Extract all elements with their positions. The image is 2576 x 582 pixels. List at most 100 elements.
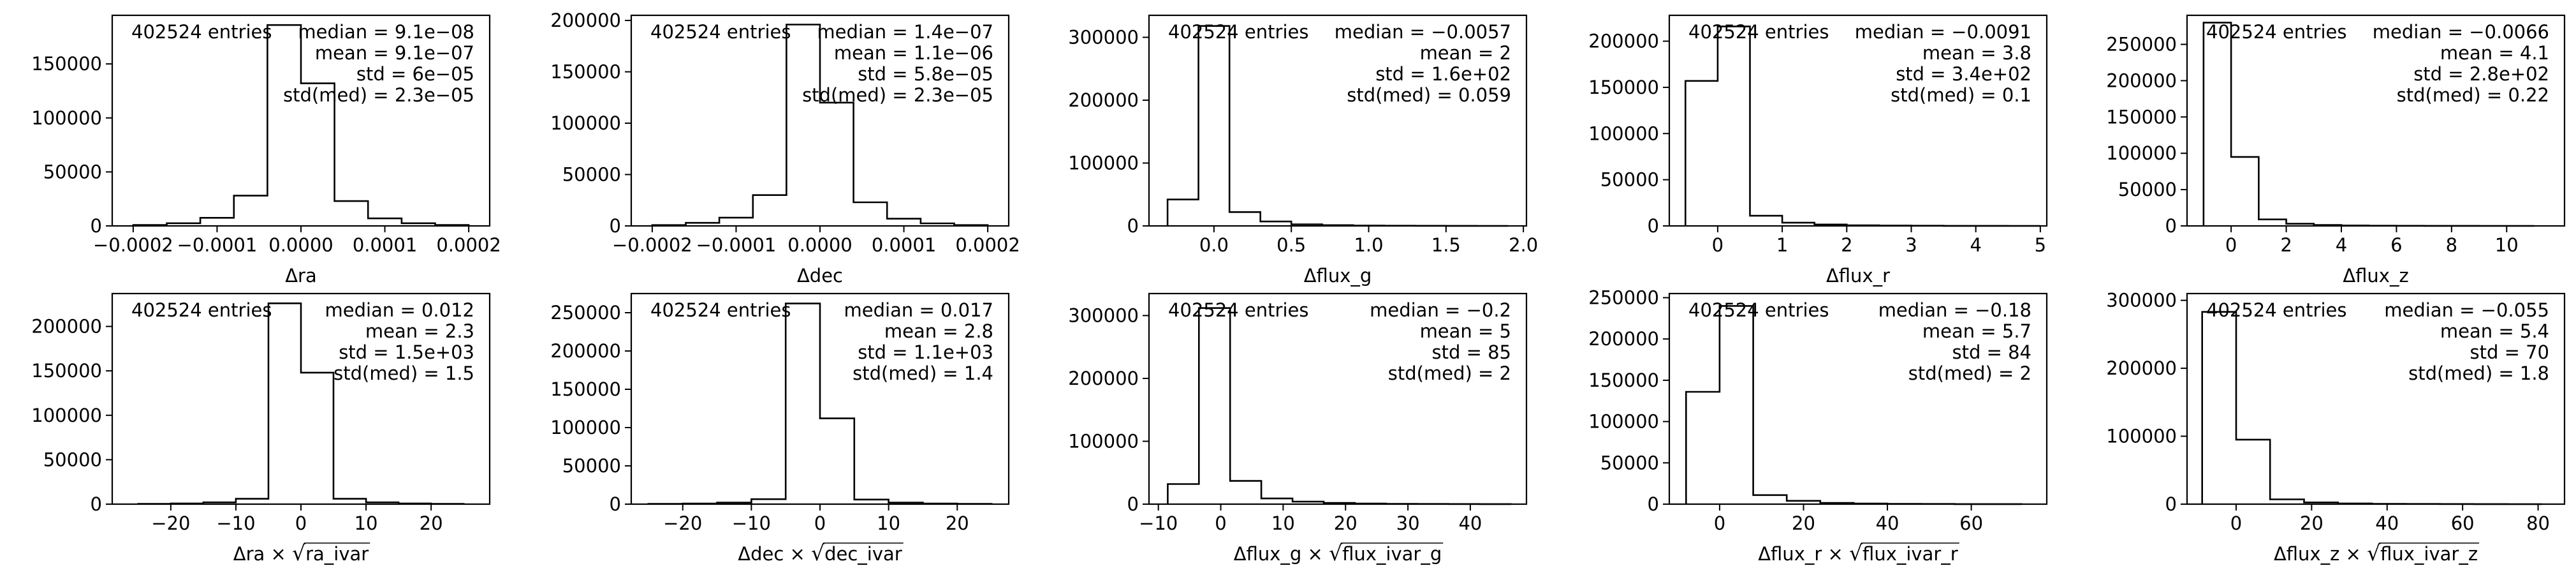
stats-annotation-line: median = −0.055	[2384, 299, 2549, 321]
y-tick-label: 50000	[562, 455, 621, 477]
x-tick-label: 0	[2225, 234, 2237, 256]
histogram-panel-4: 0 1 2 3 4 5 0 50000 100000 150000 200000 Δflux_r 402…	[1588, 14, 2048, 287]
y-tick-label: 250000	[1588, 287, 1659, 308]
x-tick-label: −0.0001	[177, 234, 258, 256]
stats-annotation-line: mean = 9.1e−07	[315, 42, 474, 64]
histogram-panel-2: −0.0002 −0.0001 0.0000 0.0001 0.0002 0 50000 10…	[550, 10, 1020, 287]
entries-annotation: 402524 entries	[2206, 299, 2346, 321]
x-tick-label: 10	[1271, 512, 1295, 534]
x-tick-label: 20	[420, 512, 443, 534]
stats-annotation-line: std = 3.4e+02	[1896, 63, 2031, 85]
stats-annotation-line: mean = 5.7	[1922, 320, 2031, 342]
histogram-bar	[820, 419, 854, 504]
stats-annotation-line: std = 5.8e−05	[858, 63, 993, 85]
histogram-bar	[1753, 495, 1787, 504]
histogram-bar	[786, 24, 820, 226]
x-tick-label: 20	[1334, 512, 1358, 534]
axes-frame	[1148, 292, 1528, 505]
x-tick-label: 4	[2336, 234, 2347, 256]
x-tick-label: 6	[2390, 234, 2402, 256]
y-tick-label: 0	[91, 493, 102, 515]
stats-annotation-line: std(med) = 2	[1388, 362, 1511, 384]
stats-annotation-line: median = −0.0091	[1855, 21, 2031, 43]
y-tick-label: 150000	[2106, 106, 2177, 128]
y-tick-label: 300000	[1068, 304, 1139, 326]
x-axis-label: Δra	[285, 265, 317, 287]
x-axis-label: Δflux_r × √flux_ivar_r	[1758, 541, 1958, 565]
x-tick-label: 0.0001	[872, 234, 936, 256]
axes-frame	[1668, 14, 2048, 227]
axes-frame	[2186, 14, 2566, 227]
y-tick-label: 50000	[43, 449, 102, 470]
entries-annotation: 402524 entries	[1168, 299, 1308, 321]
x-tick-label: −20	[151, 512, 190, 534]
x-tick-label: 2	[1841, 234, 1852, 256]
x-tick-label: 0	[1215, 512, 1226, 534]
x-axis-label: Δflux_z × √flux_ivar_z	[2274, 541, 2478, 565]
y-tick-label: 200000	[550, 10, 621, 31]
entries-annotation: 402524 entries	[2206, 21, 2346, 43]
histogram-panel-3: 0.0 0.5 1.0 1.5 2.0 0 100000 200000 300000 Δflux_…	[1068, 14, 1538, 287]
stats-annotation-line: mean = 5.4	[2440, 320, 2549, 342]
x-tick-label: 20	[946, 512, 969, 534]
y-tick-label: 300000	[2106, 290, 2177, 311]
y-tick-label: 50000	[1600, 452, 1659, 474]
y-tick-label: 0	[1127, 215, 1139, 237]
stats-annotation-line: std(med) = 2	[1908, 362, 2031, 384]
y-tick-label: 100000	[1588, 123, 1659, 144]
y-tick-label: 0	[2165, 215, 2177, 237]
y-tick-label: 0	[1127, 493, 1139, 515]
x-tick-label: 3	[1905, 234, 1917, 256]
x-tick-label: −0.0002	[612, 234, 692, 256]
axes-frame	[2186, 292, 2566, 505]
x-tick-label: 0	[1712, 234, 1723, 256]
y-tick-label: 0	[610, 493, 621, 515]
histogram-bar	[234, 196, 268, 226]
y-tick-label: 50000	[562, 164, 621, 186]
histogram-panel-7: −20 −10 0 10 20 0 50000 100000 150000 200000 25000…	[550, 292, 1010, 565]
x-tick-label: 5	[2035, 234, 2046, 256]
stats-annotation-line: median = −0.18	[1878, 299, 2031, 321]
y-tick-label: 100000	[1588, 411, 1659, 433]
histogram-bar	[301, 373, 333, 504]
x-tick-label: 10	[2495, 234, 2519, 256]
y-tick-label: 50000	[43, 161, 102, 183]
x-tick-label: 0	[295, 512, 307, 534]
x-tick-label: 1.5	[1431, 234, 1461, 256]
histogram-bar	[1167, 484, 1199, 504]
x-tick-label: 40	[1876, 512, 1899, 534]
histogram-outline	[132, 24, 470, 226]
x-tick-label: 20	[1792, 512, 1815, 534]
stats-annotation-line: mean = 3.8	[1922, 42, 2031, 64]
histogram-panel-1: −0.0002 −0.0001 0.0000 0.0001 0.0002 0 50000 10…	[31, 14, 501, 287]
stats-annotation-line: std = 84	[1952, 341, 2031, 363]
y-tick-label: 200000	[1588, 328, 1659, 350]
x-axis-label: Δdec	[797, 265, 843, 287]
x-tick-label: 0	[814, 512, 826, 534]
y-tick-label: 0	[91, 215, 102, 237]
histogram-bar	[1261, 498, 1292, 504]
histogram-bar	[1750, 216, 1782, 226]
histogram-bar	[368, 218, 402, 226]
stats-annotation-line: std = 2.8e+02	[2413, 63, 2549, 85]
x-tick-label: 10	[877, 512, 900, 534]
y-tick-label: 150000	[1588, 369, 1659, 391]
y-tick-label: 200000	[1068, 368, 1139, 389]
histogram-bar	[1199, 26, 1230, 226]
x-tick-label: −10	[1139, 512, 1178, 534]
histogram-bar	[200, 218, 234, 226]
y-tick-label: 200000	[2106, 357, 2177, 379]
x-tick-label: 0.0	[1199, 234, 1229, 256]
x-tick-label: 2	[2280, 234, 2292, 256]
x-tick-label: 10	[355, 512, 378, 534]
histogram-bar	[887, 219, 921, 226]
y-tick-label: 100000	[550, 112, 621, 134]
stats-annotation-line: median = −0.0057	[1335, 21, 1511, 43]
histogram-bar	[786, 304, 820, 504]
y-tick-label: 250000	[550, 302, 621, 324]
stats-annotation-line: std(med) = 2.3e−05	[802, 84, 993, 106]
stats-annotation-line: std(med) = 0.22	[2397, 84, 2549, 106]
x-tick-label: −10	[732, 512, 771, 534]
y-tick-label: 200000	[31, 316, 102, 338]
entries-annotation: 402524 entries	[1688, 21, 1829, 43]
